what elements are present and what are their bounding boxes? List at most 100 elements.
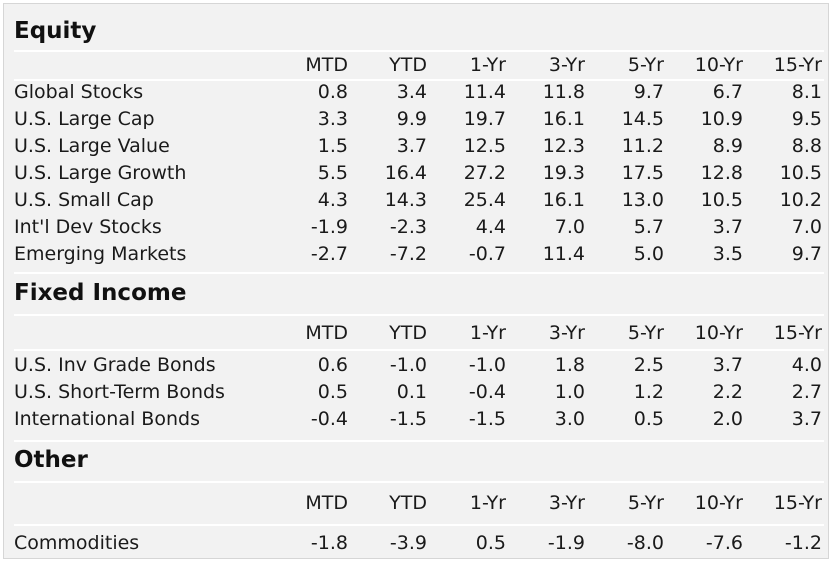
- value-cell: -1.9: [547, 532, 585, 554]
- table-row: U.S. Short-Term Bonds 0.5 0.1 -0.4 1.0 1…: [14, 379, 824, 406]
- row-label: Emerging Markets: [14, 243, 187, 265]
- value-cell: 25.4: [463, 189, 506, 211]
- value-cell: 1.5: [317, 135, 348, 157]
- row-label: International Bonds: [14, 408, 200, 430]
- value-cell: 14.5: [621, 108, 664, 130]
- column-header-10yr: 10-Yr: [694, 492, 743, 514]
- value-cell: 0.5: [317, 381, 348, 403]
- table-row: U.S. Inv Grade Bonds 0.6 -1.0 -1.0 1.8 2…: [14, 352, 824, 379]
- value-cell: 5.5: [317, 162, 348, 184]
- value-cell: -3.9: [389, 532, 427, 554]
- value-cell: 2.0: [712, 408, 743, 430]
- value-cell: 16.1: [542, 108, 585, 130]
- table-row: International Bonds -0.4 -1.5 -1.5 3.0 0…: [14, 406, 824, 433]
- value-cell: -7.2: [389, 243, 427, 265]
- value-cell: 9.7: [791, 243, 822, 265]
- value-cell: 9.9: [396, 108, 427, 130]
- value-cell: 12.8: [700, 162, 743, 184]
- row-label: Global Stocks: [14, 81, 144, 103]
- returns-table-panel: Equity MTD YTD 1-Yr 3-Yr 5-Yr 10-Yr 15-Y…: [3, 3, 829, 559]
- row-label: U.S. Inv Grade Bonds: [14, 354, 216, 376]
- divider: [14, 481, 824, 483]
- value-cell: 9.5: [791, 108, 822, 130]
- table-row: Commodities -1.8 -3.9 0.5 -1.9 -8.0 -7.6…: [14, 530, 824, 557]
- divider: [14, 524, 824, 526]
- column-header-5yr: 5-Yr: [627, 54, 664, 76]
- value-cell: 2.2: [712, 381, 743, 403]
- value-cell: 6.7: [712, 81, 743, 103]
- column-header-ytd: YTD: [389, 322, 427, 344]
- column-header-15yr: 15-Yr: [773, 492, 822, 514]
- row-label: Commodities: [14, 532, 140, 554]
- column-header-row: MTD YTD 1-Yr 3-Yr 5-Yr 10-Yr 15-Yr: [14, 52, 824, 79]
- row-label: Int'l Dev Stocks: [14, 216, 162, 238]
- value-cell: 0.5: [475, 532, 506, 554]
- value-cell: -7.6: [705, 532, 743, 554]
- divider: [14, 50, 824, 52]
- value-cell: -1.9: [310, 216, 348, 238]
- value-cell: 16.4: [384, 162, 427, 184]
- value-cell: 5.7: [633, 216, 664, 238]
- value-cell: 1.0: [554, 381, 585, 403]
- column-header-1yr: 1-Yr: [469, 322, 506, 344]
- value-cell: 3.7: [396, 135, 427, 157]
- value-cell: 0.1: [396, 381, 427, 403]
- divider: [14, 272, 824, 274]
- column-header-ytd: YTD: [389, 492, 427, 514]
- value-cell: 10.5: [700, 189, 743, 211]
- row-label: U.S. Large Cap: [14, 108, 155, 130]
- value-cell: -0.4: [310, 408, 348, 430]
- value-cell: 8.1: [791, 81, 822, 103]
- value-cell: 3.3: [317, 108, 348, 130]
- value-cell: 10.5: [779, 162, 822, 184]
- value-cell: 2.5: [633, 354, 664, 376]
- value-cell: 5.0: [633, 243, 664, 265]
- column-header-ytd: YTD: [389, 54, 427, 76]
- row-label: U.S. Small Cap: [14, 189, 154, 211]
- divider: [14, 349, 824, 351]
- value-cell: 13.0: [621, 189, 664, 211]
- value-cell: -1.2: [784, 532, 822, 554]
- value-cell: 17.5: [621, 162, 664, 184]
- value-cell: 4.3: [317, 189, 348, 211]
- column-header-row: MTD YTD 1-Yr 3-Yr 5-Yr 10-Yr 15-Yr: [14, 320, 824, 347]
- value-cell: -1.5: [389, 408, 427, 430]
- value-cell: 11.4: [463, 81, 506, 103]
- value-cell: 11.8: [542, 81, 585, 103]
- column-header-1yr: 1-Yr: [469, 54, 506, 76]
- row-label: U.S. Large Value: [14, 135, 170, 157]
- value-cell: 8.9: [712, 135, 743, 157]
- table-row: U.S. Large Cap 3.3 9.9 19.7 16.1 14.5 10…: [14, 106, 824, 133]
- value-cell: 3.5: [712, 243, 743, 265]
- value-cell: -1.5: [468, 408, 506, 430]
- table-row: U.S. Large Value 1.5 3.7 12.5 12.3 11.2 …: [14, 133, 824, 160]
- table-row: Int'l Dev Stocks -1.9 -2.3 4.4 7.0 5.7 3…: [14, 214, 824, 241]
- value-cell: 11.2: [621, 135, 664, 157]
- value-cell: 19.3: [542, 162, 585, 184]
- value-cell: 4.0: [791, 354, 822, 376]
- column-header-5yr: 5-Yr: [627, 492, 664, 514]
- table-row: Global Stocks 0.8 3.4 11.4 11.8 9.7 6.7 …: [14, 79, 824, 106]
- value-cell: 3.7: [712, 354, 743, 376]
- value-cell: 0.5: [633, 408, 664, 430]
- value-cell: 27.2: [463, 162, 506, 184]
- value-cell: 11.4: [542, 243, 585, 265]
- column-header-row: MTD YTD 1-Yr 3-Yr 5-Yr 10-Yr 15-Yr: [14, 490, 824, 517]
- table-row: U.S. Small Cap 4.3 14.3 25.4 16.1 13.0 1…: [14, 187, 824, 214]
- column-header-10yr: 10-Yr: [694, 322, 743, 344]
- value-cell: 3.4: [396, 81, 427, 103]
- value-cell: 10.9: [700, 108, 743, 130]
- row-label: U.S. Short-Term Bonds: [14, 381, 225, 403]
- value-cell: -2.3: [389, 216, 427, 238]
- value-cell: -1.0: [468, 354, 506, 376]
- value-cell: 12.5: [463, 135, 506, 157]
- column-header-1yr: 1-Yr: [469, 492, 506, 514]
- value-cell: -0.4: [468, 381, 506, 403]
- value-cell: 3.7: [712, 216, 743, 238]
- column-header-mtd: MTD: [305, 54, 348, 76]
- value-cell: 8.8: [791, 135, 822, 157]
- value-cell: 9.7: [633, 81, 664, 103]
- table-row: Emerging Markets -2.7 -7.2 -0.7 11.4 5.0…: [14, 241, 824, 268]
- value-cell: 7.0: [554, 216, 585, 238]
- section-title-other: Other: [14, 447, 88, 473]
